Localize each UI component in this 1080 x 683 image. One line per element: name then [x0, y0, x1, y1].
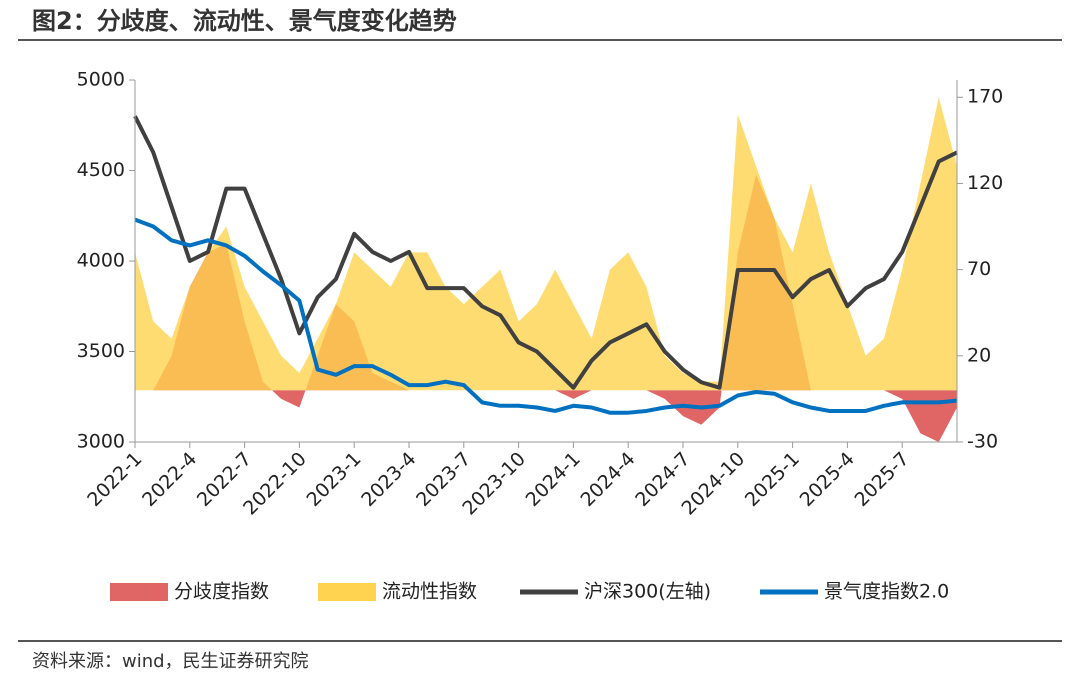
legend-swatch — [110, 583, 168, 601]
x-tick-label: 2022-4 — [138, 448, 201, 511]
y-tick-label: 3000 — [77, 431, 125, 453]
y-tick-label: 3500 — [77, 340, 125, 362]
legend-swatch — [318, 583, 376, 601]
y-tick-label: 5000 — [77, 69, 125, 91]
x-tick-label: 2023-4 — [357, 448, 420, 511]
x-tick-label: 2023-1 — [302, 448, 365, 511]
legend-label: 沪深300(左轴) — [584, 581, 711, 603]
y-tick-label: 4500 — [77, 159, 125, 181]
line — [133, 115, 958, 390]
x-tick-label: 2024-4 — [576, 448, 639, 511]
line — [134, 217, 958, 415]
y2-tick-label: -30 — [967, 431, 998, 453]
x-tick-label: 2022-1 — [83, 448, 146, 511]
y2-tick-label: 70 — [967, 258, 991, 280]
area — [135, 97, 957, 391]
legend-label: 景气度指数2.0 — [824, 581, 949, 603]
y-tick-label: 4000 — [77, 250, 125, 272]
source: 资料来源：wind，民生证券研究院 — [32, 651, 309, 672]
legend-label: 分歧度指数 — [174, 581, 269, 603]
x-tick-label: 2025-7 — [850, 448, 913, 511]
y2-tick-label: 20 — [967, 344, 991, 366]
y2-tick-label: 120 — [967, 172, 1003, 194]
x-tick-label: 2025-4 — [796, 448, 859, 511]
legend-label: 流动性指数 — [382, 581, 477, 603]
x-tick-label: 2025-1 — [741, 448, 804, 511]
y2-tick-label: 170 — [967, 86, 1003, 108]
chart-title: 图2：分歧度、流动性、景气度变化趋势 — [32, 7, 457, 35]
x-tick-label: 2024-1 — [522, 448, 585, 511]
